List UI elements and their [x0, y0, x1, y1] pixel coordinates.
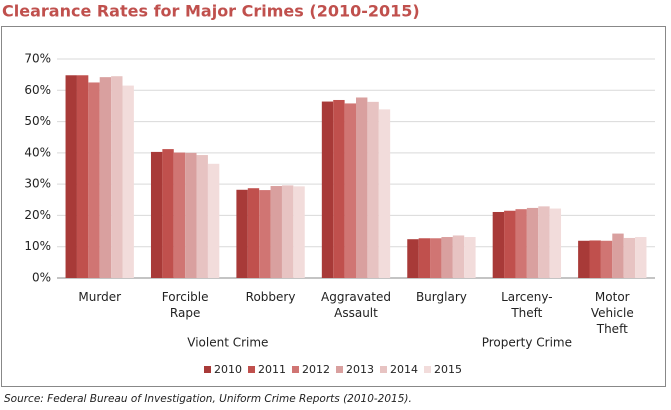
- chart-title: Clearance Rates for Major Crimes (2010-2…: [2, 2, 420, 21]
- bar: [333, 99, 345, 278]
- bar: [635, 237, 647, 278]
- group-label: Property Crime: [482, 336, 572, 350]
- y-tick-label: 10%: [24, 239, 51, 253]
- bar: [441, 237, 453, 278]
- y-tick-label: 70%: [24, 52, 51, 66]
- bar: [418, 238, 431, 278]
- y-tick-label: 50%: [24, 114, 51, 128]
- legend-label: 2014: [390, 363, 418, 376]
- x-tick-label: Larceny-Theft: [501, 290, 553, 320]
- bar: [344, 103, 356, 278]
- legend-swatch: [424, 366, 431, 373]
- bar: [589, 240, 601, 278]
- y-tick-label: 40%: [24, 145, 51, 159]
- legend-label: 2010: [214, 363, 242, 376]
- legend-label: 2015: [434, 363, 462, 376]
- x-tick-label: Forcible Rape: [161, 290, 209, 320]
- bar: [600, 240, 613, 278]
- bar: [321, 101, 334, 278]
- legend-swatch: [380, 366, 387, 373]
- bar: [76, 75, 89, 278]
- bar: [99, 77, 112, 278]
- legend-swatch: [336, 366, 343, 373]
- bar: [378, 109, 391, 279]
- y-tick-label: 60%: [24, 83, 51, 97]
- bar: [623, 237, 636, 278]
- bar: [196, 155, 208, 278]
- bar: [492, 211, 505, 278]
- bar: [185, 152, 197, 278]
- bar: [430, 238, 442, 278]
- bar: [578, 240, 590, 278]
- legend-label: 2013: [346, 363, 374, 376]
- bar: [247, 188, 260, 278]
- bar: [504, 210, 516, 278]
- legend-swatch: [248, 366, 255, 373]
- bar: [464, 237, 476, 278]
- bar: [150, 151, 163, 278]
- bar: [293, 186, 305, 278]
- bar: [122, 85, 134, 278]
- chart-frame: [1, 26, 666, 387]
- legend-swatch: [204, 366, 211, 373]
- x-tick-label: Robbery: [245, 290, 296, 304]
- x-tick-label: Motor Vehicle Theft: [590, 290, 634, 336]
- bar: [526, 207, 539, 278]
- group-label: Violent Crime: [187, 336, 268, 350]
- bar: [111, 76, 123, 278]
- bar: [538, 206, 550, 278]
- bar: [236, 189, 248, 278]
- y-tick-label: 30%: [24, 177, 51, 191]
- x-tick-label: Murder: [78, 290, 122, 304]
- bar: [259, 190, 271, 278]
- bar: [88, 82, 100, 278]
- source-note: Source: Federal Bureau of Investigation,…: [4, 393, 412, 405]
- bar: [270, 186, 282, 278]
- legend-label: 2012: [302, 363, 330, 376]
- bar: [162, 149, 174, 278]
- x-tick-label: Burglary: [415, 290, 467, 304]
- bar: [515, 209, 527, 278]
- bar: [207, 163, 220, 278]
- legend-label: 2011: [258, 363, 286, 376]
- bar: [367, 101, 379, 279]
- bar: [612, 233, 624, 278]
- legend-swatch: [292, 366, 299, 373]
- bar: [356, 97, 368, 278]
- y-tick-label: 0%: [32, 271, 51, 285]
- bar: [173, 152, 186, 278]
- bar: [549, 208, 562, 278]
- y-tick-label: 20%: [24, 208, 51, 222]
- bar: [281, 185, 294, 278]
- bar: [407, 239, 419, 278]
- x-tick-label: Aggravated Assault: [321, 290, 391, 320]
- bar: [452, 235, 465, 278]
- bar: [65, 75, 77, 278]
